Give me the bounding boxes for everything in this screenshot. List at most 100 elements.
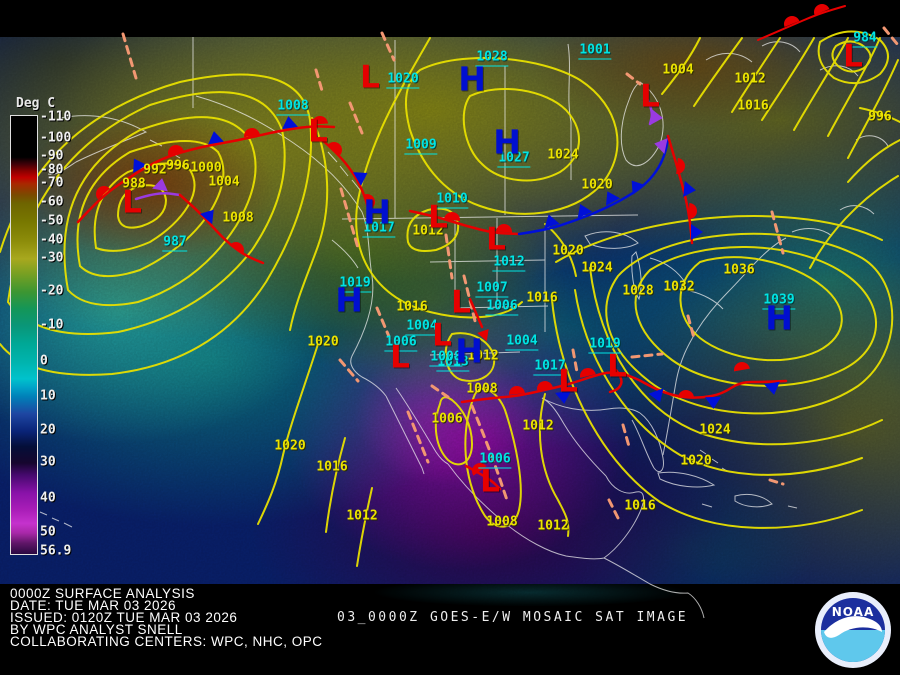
isobar-value-label: 1012	[734, 71, 766, 87]
warm-front-symbol	[444, 212, 460, 222]
scale-tick-label: -80	[40, 162, 64, 178]
isobar-value-label: 1028	[622, 283, 654, 299]
satellite-caption: 03_0000Z GOES-E/W MOSAIC SAT IMAGE	[337, 610, 689, 625]
warm-front-symbol	[496, 224, 512, 233]
isobar-value-label: 996	[166, 158, 190, 174]
high-pressure-center: H	[493, 122, 521, 162]
squall-arrow-line	[468, 297, 484, 329]
cold-front-symbol	[199, 209, 214, 225]
isobar-value-label: 988	[122, 176, 146, 192]
trough-line	[625, 72, 642, 86]
isobar-value-label: 1024	[547, 147, 579, 163]
center-pressure-label: 1007	[475, 280, 509, 298]
center-pressure-label: 1020	[386, 71, 420, 89]
warm-front-symbol	[168, 145, 184, 156]
cold-front-symbol	[648, 388, 664, 403]
low-pressure-center: L	[607, 348, 627, 385]
warm-front-symbol	[364, 194, 375, 210]
center-pressure-label: 984	[852, 30, 878, 48]
trough-line	[375, 306, 392, 341]
bottom-satellite-noise	[340, 584, 720, 612]
low-pressure-center: L	[428, 199, 448, 236]
center-pressure-label: 987	[162, 234, 188, 252]
low-pressure-center: L	[480, 463, 500, 500]
analysis-author: BY WPC ANALYST SNELL	[10, 622, 183, 637]
scale-tick-label: -90	[40, 148, 64, 164]
warm-front-symbol	[688, 203, 697, 219]
trough-line	[621, 423, 632, 452]
center-pressure-label: 1010	[435, 191, 469, 209]
isobar-value-label: 1000	[190, 160, 222, 176]
trough-line	[339, 187, 360, 250]
center-pressure-label: 1019	[338, 275, 372, 293]
low-pressure-center: L	[390, 339, 410, 376]
trough-line	[571, 348, 579, 374]
center-pressure-label: 1004	[405, 318, 439, 336]
isobar-value-label: 1020	[307, 334, 339, 350]
temperature-colorbar	[10, 115, 38, 555]
cold-front-symbol	[577, 204, 593, 219]
center-pressure-label: 1012	[492, 254, 526, 272]
center-pressure-label: 1004	[505, 333, 539, 351]
cold-front-symbol	[282, 116, 298, 130]
noaa-logo-text: NOAA	[831, 605, 875, 619]
high-pressure-center: H	[765, 298, 793, 338]
trough-line	[630, 352, 664, 359]
warm-front-symbol	[472, 463, 487, 476]
center-pressure-label: 1006	[478, 451, 512, 469]
center-pressure-label: 1001	[578, 42, 612, 60]
front-line	[608, 368, 623, 394]
trough-line	[462, 274, 477, 323]
scale-tick-label: -30	[40, 250, 64, 266]
cold-front-symbol	[691, 224, 703, 240]
cold-front-symbol	[605, 191, 621, 206]
high-pressure-center: H	[455, 331, 483, 371]
isobar-value-label: 996	[868, 109, 892, 125]
noaa-logo-bird-icon	[824, 616, 882, 638]
occluded-front-symbol	[650, 109, 663, 125]
scale-tick-label: -110	[40, 109, 72, 125]
isobar-value-label: 1012	[412, 223, 444, 239]
low-pressure-center: L	[640, 78, 660, 115]
cold-front-symbol	[764, 381, 780, 395]
isobar-value-label: 1004	[662, 62, 694, 78]
trough-line	[470, 404, 510, 505]
temperature-scale-title: Deg C	[16, 96, 56, 111]
warm-front-symbol	[580, 368, 596, 378]
analysis-title: 0000Z SURFACE ANALYSIS	[10, 586, 195, 601]
scale-tick-label: 56.9	[40, 543, 72, 559]
low-pressure-center: L	[432, 317, 452, 354]
cold-front-symbol	[705, 396, 721, 409]
center-pressure-label: 1006	[384, 334, 418, 352]
isobar-value-label: 1012	[346, 508, 378, 524]
isobar-value-label: 1012	[467, 348, 499, 364]
analysis-centers: COLLABORATING CENTERS: WPC, NHC, OPC	[10, 634, 323, 649]
bottom-black-band	[0, 584, 900, 675]
center-pressure-label: 1028	[475, 49, 509, 67]
front-line	[76, 125, 336, 224]
isobar-value-label: 1024	[699, 422, 731, 438]
scale-tick-label: -60	[40, 194, 64, 210]
scale-tick-label: -10	[40, 317, 64, 333]
warm-front-symbol	[537, 381, 553, 391]
trough-line	[338, 358, 360, 383]
warm-front-symbol	[327, 142, 342, 156]
warm-front-symbol	[678, 390, 694, 399]
isobar-value-label: 1008	[486, 514, 518, 530]
trough-line	[430, 384, 450, 399]
trough-line	[770, 210, 785, 255]
center-pressure-label: 1006	[485, 298, 519, 316]
isobar-value-label: 1020	[274, 438, 306, 454]
center-pressure-label: 1039	[762, 292, 796, 310]
cold-front-symbol	[631, 180, 646, 195]
warm-front-symbol	[784, 16, 800, 27]
noaa-logo: NOAA	[815, 592, 891, 668]
trough-line	[444, 233, 454, 280]
scale-tick-label: 10	[40, 388, 56, 404]
isobar-value-label: 1016	[316, 459, 348, 475]
center-pressure-label: 1027	[497, 150, 531, 168]
center-pressure-label: 1008	[276, 98, 310, 116]
